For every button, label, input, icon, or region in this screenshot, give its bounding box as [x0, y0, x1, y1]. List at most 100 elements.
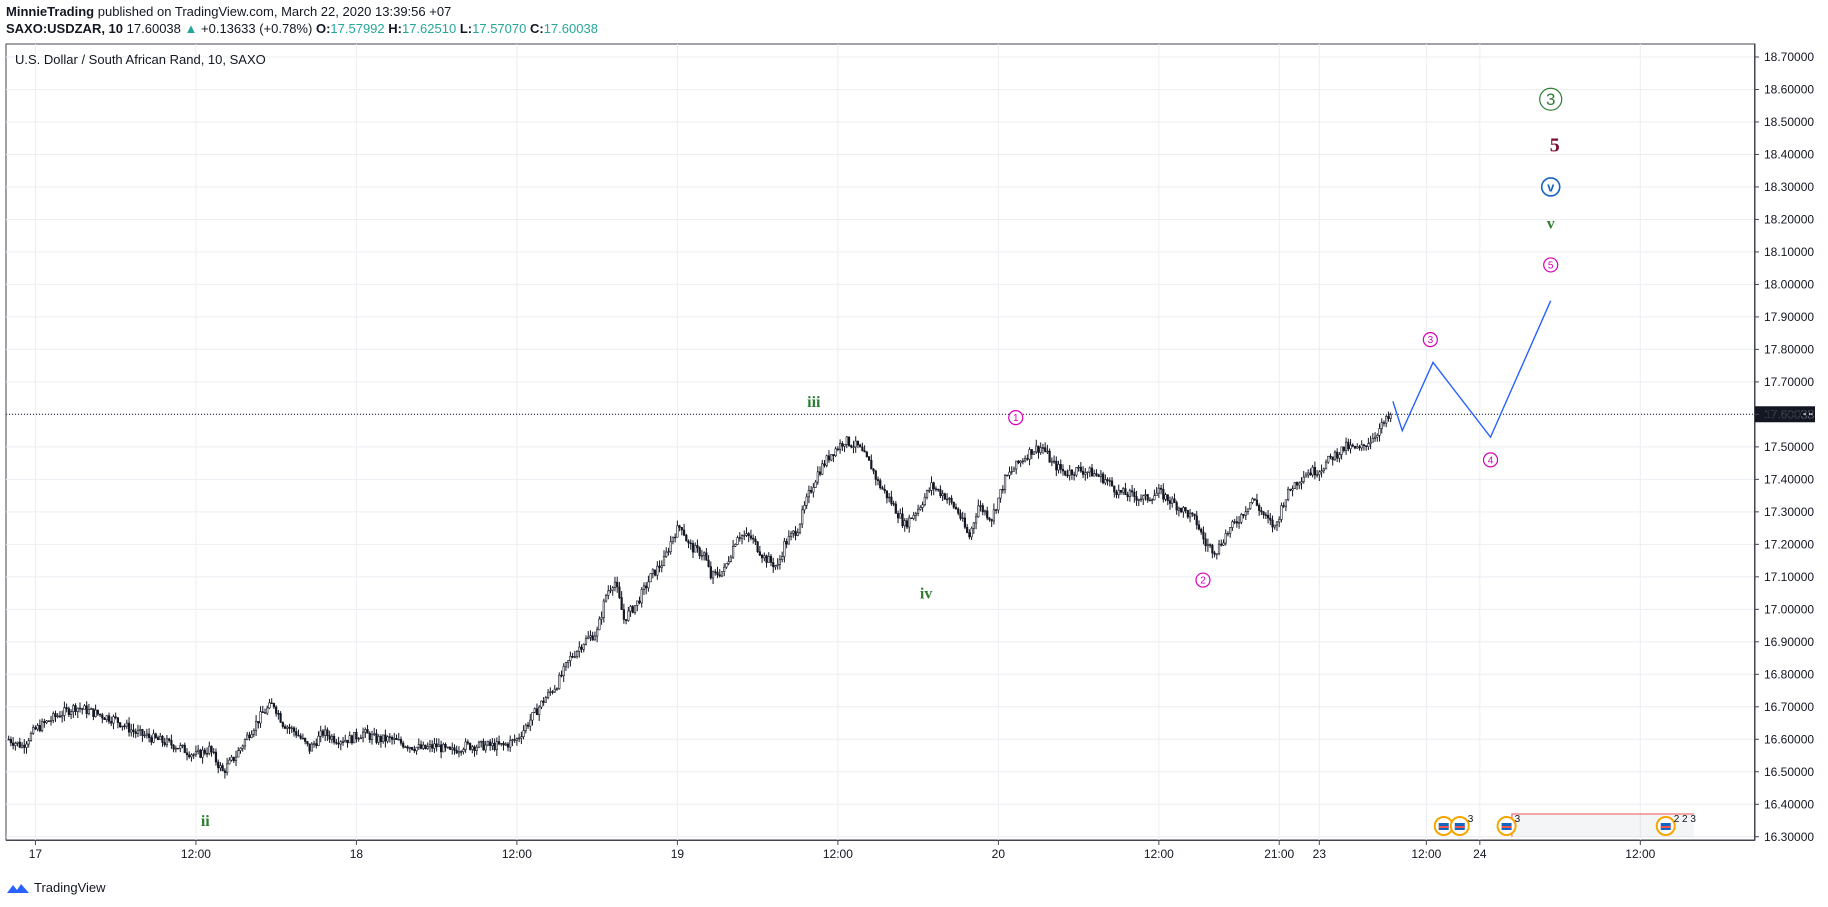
candle-body — [27, 740, 30, 745]
candle-body — [413, 749, 416, 752]
candle-body — [134, 731, 137, 734]
candle-body — [1358, 446, 1361, 449]
time-tick-label: 12:00 — [181, 847, 211, 861]
candle-body — [495, 741, 498, 750]
candle-body — [1316, 474, 1319, 476]
candle-body — [553, 688, 556, 693]
candle-body — [183, 744, 186, 754]
price-tick-label: 17.90000 — [1764, 310, 1814, 324]
candle-body — [711, 571, 715, 579]
candle-body — [208, 745, 211, 754]
candle-body — [402, 742, 405, 748]
candle-body — [1081, 470, 1085, 475]
candle-body — [83, 705, 86, 710]
candle-body — [214, 751, 218, 763]
candle-body — [995, 509, 998, 511]
candle-body — [1353, 445, 1357, 449]
candle-body — [172, 744, 175, 750]
candle-body — [1012, 468, 1016, 472]
price-tick-label: 17.80000 — [1764, 342, 1814, 356]
candle-body — [1184, 507, 1187, 511]
candle-body — [616, 581, 619, 588]
price-axis[interactable]: 16.30000 16.40000 16.50000 16.60000 16.70000… — [1754, 50, 1814, 844]
candle-body — [176, 747, 180, 750]
candle-body — [689, 542, 692, 545]
candle-body — [1113, 485, 1116, 493]
candle-body — [1097, 474, 1100, 477]
candle-body — [986, 510, 989, 519]
candle-body — [130, 729, 133, 733]
candle-body — [729, 556, 732, 562]
candle-body — [883, 488, 886, 492]
candle-body — [1157, 487, 1160, 494]
candle-body — [426, 746, 429, 749]
candle-body — [620, 597, 623, 610]
candle-body — [999, 489, 1002, 499]
candle-body — [433, 743, 436, 749]
candle-body — [749, 535, 753, 539]
candle-body — [252, 729, 255, 735]
candle-body — [979, 505, 982, 507]
candle-body — [687, 540, 690, 544]
publisher-name[interactable]: MinnieTrading — [6, 4, 95, 19]
tradingview-logo-icon — [7, 883, 29, 893]
candle-body — [1197, 524, 1201, 530]
candle-body — [54, 713, 57, 717]
candle-body — [1309, 472, 1312, 476]
candle-body — [843, 444, 846, 447]
price-tick-label: 17.60000 — [1764, 407, 1814, 421]
low-value: 17.57070 — [472, 21, 527, 36]
candle-body — [308, 743, 311, 752]
candle-body — [312, 743, 316, 745]
candle-body — [163, 742, 166, 746]
candle-body — [201, 749, 204, 758]
candle-body — [192, 754, 195, 756]
candle-body — [600, 617, 603, 620]
candle-body — [212, 751, 215, 754]
candle-body — [885, 490, 889, 499]
candle-body — [732, 545, 735, 558]
candle-body — [910, 517, 913, 520]
candle-body — [18, 741, 21, 748]
candle-body — [61, 715, 64, 718]
candle-body — [384, 734, 387, 742]
candle-body — [29, 732, 33, 741]
price-tick-label: 16.50000 — [1764, 765, 1814, 779]
candle-body — [974, 516, 978, 524]
candle-body — [132, 729, 135, 733]
candle-body — [633, 605, 637, 613]
time-tick-label: 17 — [29, 847, 43, 861]
price-tick-label: 17.40000 — [1764, 472, 1814, 486]
candle-body — [1099, 473, 1102, 477]
candle-body — [604, 595, 608, 602]
candle-body — [551, 691, 554, 693]
candle-body — [20, 744, 24, 748]
candle-body — [874, 470, 877, 480]
candle-body — [629, 606, 632, 612]
candle-body — [1055, 460, 1058, 471]
candle-body — [295, 731, 298, 736]
candle-body — [500, 742, 503, 745]
candle-body — [582, 643, 585, 650]
candle-body — [513, 739, 516, 741]
candle-body — [259, 711, 262, 724]
candle-body — [954, 506, 958, 510]
footer-brand[interactable]: TradingView — [34, 880, 106, 895]
candle-body — [930, 482, 933, 491]
time-axis[interactable]: 17 12:00 18 12:00 19 12:00 20 12:00 21:00 23 12:00… — [29, 840, 1656, 861]
candle-body — [90, 708, 93, 710]
candle-body — [32, 727, 35, 734]
candle-body — [649, 573, 652, 583]
candle-body — [63, 707, 66, 716]
candle-body — [246, 734, 249, 740]
candle-body — [738, 537, 741, 539]
candle-body — [1204, 538, 1207, 547]
candle-body — [125, 722, 128, 727]
candle-body — [431, 744, 434, 749]
candle-body — [972, 522, 975, 529]
candle-body — [14, 743, 17, 746]
candle-body — [116, 717, 119, 723]
candle-body — [1182, 507, 1185, 513]
time-tick-label: 23 — [1313, 847, 1327, 861]
